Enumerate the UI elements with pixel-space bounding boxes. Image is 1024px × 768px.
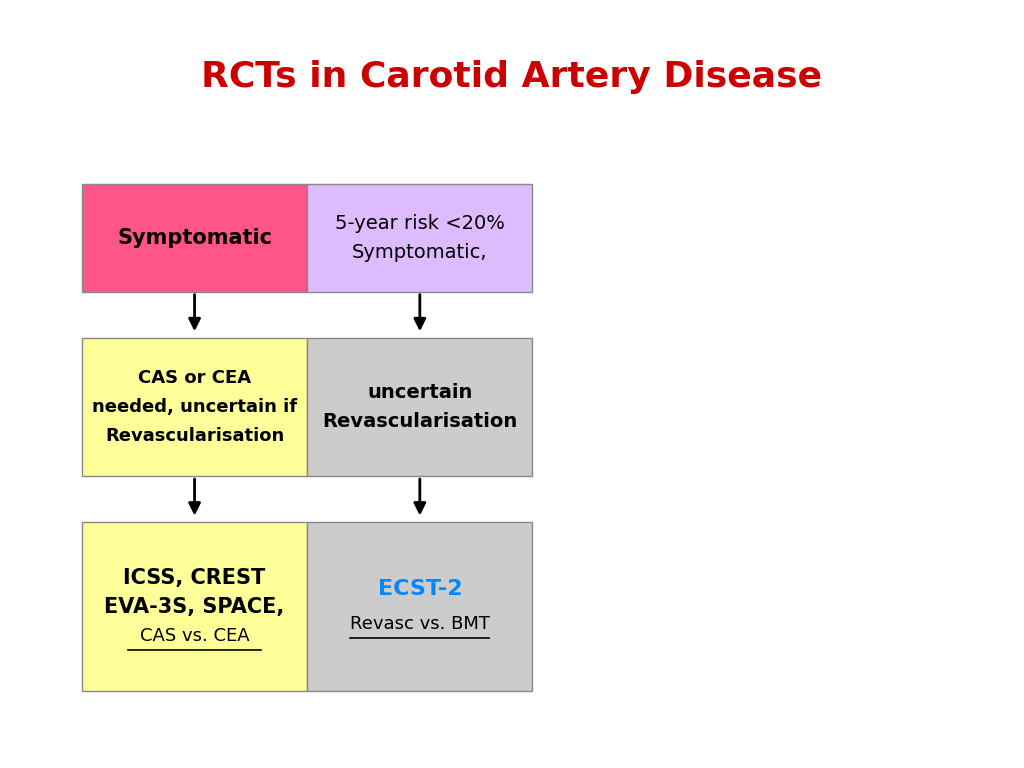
Text: uncertain: uncertain <box>368 383 472 402</box>
FancyBboxPatch shape <box>82 184 307 292</box>
FancyBboxPatch shape <box>307 522 532 691</box>
Text: Symptomatic: Symptomatic <box>117 228 272 248</box>
Text: ICSS, CREST: ICSS, CREST <box>124 568 265 588</box>
Text: Revascularisation: Revascularisation <box>104 427 285 445</box>
Text: CAS or CEA: CAS or CEA <box>138 369 251 387</box>
Text: 5-year risk <20%: 5-year risk <20% <box>335 214 505 233</box>
Text: RCTs in Carotid Artery Disease: RCTs in Carotid Artery Disease <box>202 60 822 94</box>
Text: Symptomatic,: Symptomatic, <box>352 243 487 262</box>
Text: needed, uncertain if: needed, uncertain if <box>92 398 297 416</box>
Text: ECST-2: ECST-2 <box>378 579 462 600</box>
FancyBboxPatch shape <box>82 522 307 691</box>
Text: CAS vs. CEA: CAS vs. CEA <box>139 627 250 645</box>
Text: Revasc vs. BMT: Revasc vs. BMT <box>350 615 489 633</box>
Text: Revascularisation: Revascularisation <box>323 412 517 431</box>
FancyBboxPatch shape <box>307 338 532 476</box>
FancyBboxPatch shape <box>82 338 307 476</box>
FancyBboxPatch shape <box>307 184 532 292</box>
Text: EVA-3S, SPACE,: EVA-3S, SPACE, <box>104 597 285 617</box>
